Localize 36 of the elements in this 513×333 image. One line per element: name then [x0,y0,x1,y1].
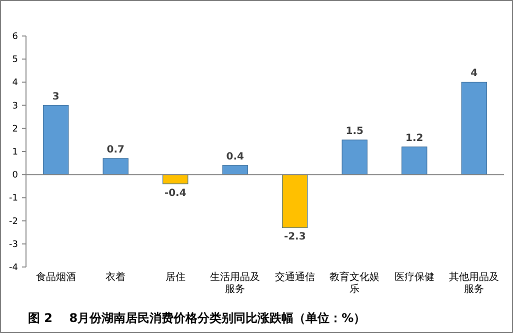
bar [162,174,188,184]
x-tick-label: 生活用品及服务 [210,271,260,295]
y-tick-label: -4 [9,263,18,273]
x-tick-label: 医疗保健 [394,271,434,283]
bar [102,158,128,175]
data-label: 1.5 [346,126,364,137]
y-tick-label: 5 [12,55,18,66]
x-tick-label: 衣着 [106,271,126,283]
x-tick-label: 教育文化娱乐 [330,271,380,295]
bar [461,82,487,175]
bar [43,105,69,175]
data-label: -2.3 [284,232,306,243]
y-tick-label: 4 [12,78,18,88]
y-tick-label: -3 [9,240,18,250]
x-tick-label: 其他用品及服务 [449,271,500,295]
bar [342,140,368,175]
data-label: -0.4 [164,188,186,199]
y-tick-label: -2 [9,216,18,227]
data-label: 0.4 [226,151,244,162]
y-tick-label: 0 [12,170,18,181]
data-label: 4 [470,68,478,80]
y-tick-label: 3 [12,101,18,112]
text: 图 2 8月份湖南居民消费价格分类别同比涨跌幅（单位：%） [28,311,366,325]
y-tick-label: 1 [12,148,18,158]
y-tick-label: 2 [12,124,18,134]
bar [282,174,308,228]
data-label: 0.7 [106,144,125,156]
y-tick-label: 6 [12,32,18,42]
y-tick-label: -1 [9,194,18,204]
data-label: 1.2 [406,132,424,144]
bar [402,146,428,175]
x-tick-label: 交通通信 [274,271,315,283]
x-tick-label: 食品烟酒 [36,271,76,283]
data-label: 3 [52,91,60,102]
bar [222,165,248,175]
x-tick-label: 居住 [165,272,186,283]
